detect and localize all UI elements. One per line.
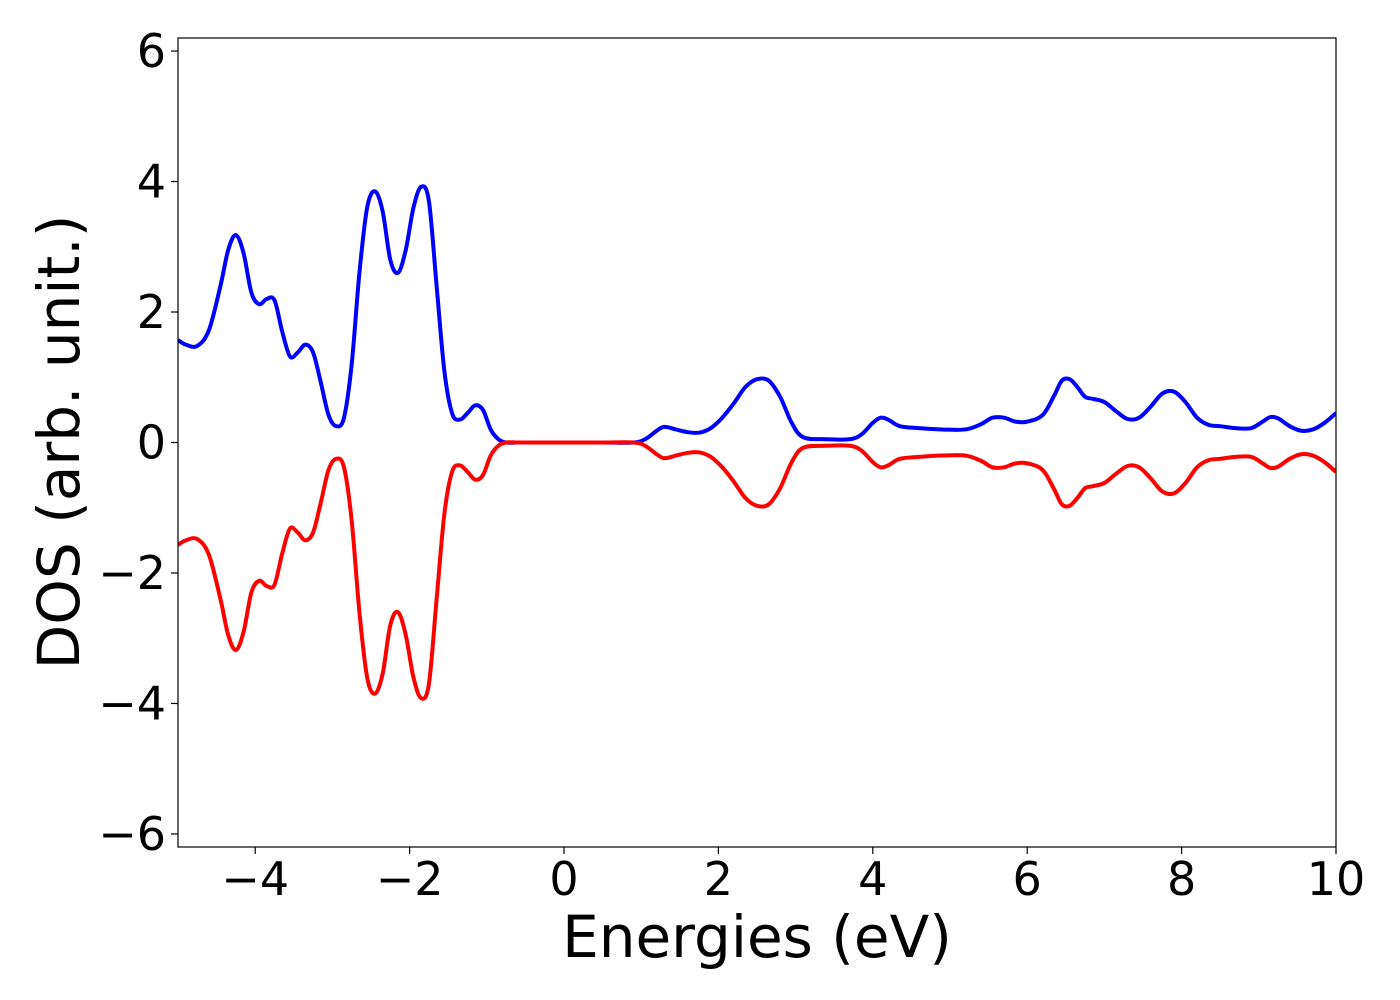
y-axis-title: DOS (arb. unit.) — [25, 215, 93, 670]
x-axis-ticks: −4 −2 0 2 4 6 8 10 — [221, 847, 1365, 906]
x-tick-label: 2 — [704, 852, 733, 906]
x-tick-label: 6 — [1013, 852, 1042, 906]
y-tick-label: 4 — [137, 155, 166, 209]
y-tick-label: −6 — [98, 807, 166, 861]
x-tick-label: 4 — [858, 852, 887, 906]
y-axis-ticks: −6 −4 −2 0 2 4 6 — [98, 24, 178, 861]
x-axis-title: Energies (eV) — [562, 903, 952, 971]
series-line-red — [178, 440, 1336, 701]
y-tick-label: 2 — [137, 285, 166, 339]
series-layer — [178, 184, 1336, 701]
x-tick-label: 10 — [1307, 852, 1366, 906]
x-tick-label: 0 — [549, 852, 578, 906]
y-tick-label: 6 — [137, 24, 166, 78]
y-tick-label: 0 — [137, 416, 166, 470]
plot-frame — [177, 37, 1337, 848]
x-tick-label: −4 — [221, 852, 289, 906]
y-tick-label: −4 — [98, 676, 166, 730]
x-tick-label: 8 — [1167, 852, 1196, 906]
series-line-blue — [178, 184, 1336, 445]
y-tick-label: −2 — [98, 546, 166, 600]
x-tick-label: −2 — [376, 852, 444, 906]
